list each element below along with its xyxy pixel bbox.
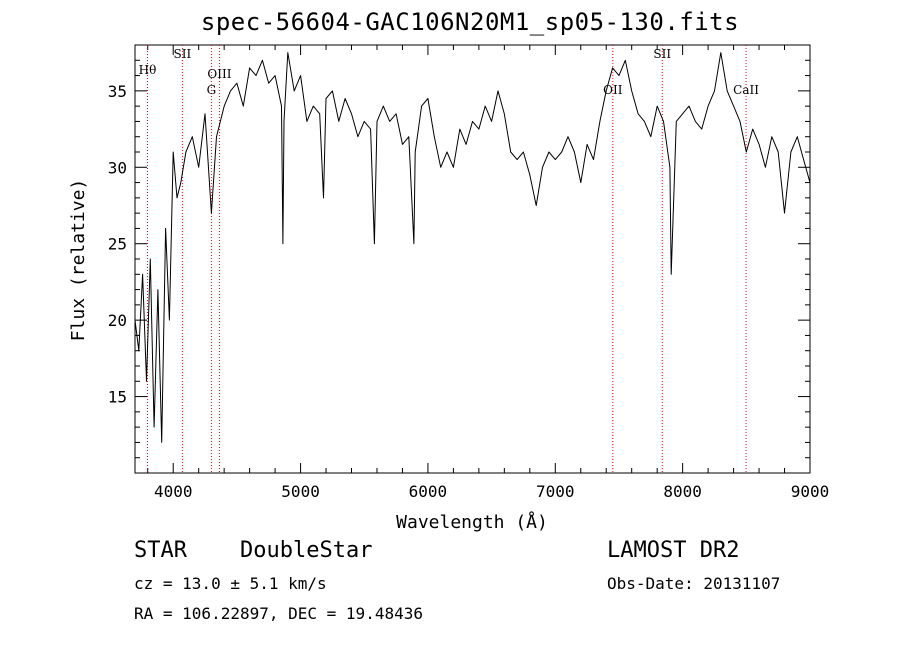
y-tick-label: 25 [108,235,127,254]
x-tick-label: 4000 [154,482,193,501]
obs-date-text: Obs-Date: 20131107 [607,574,781,593]
chart-title: spec-56604-GAC106N20M1_sp05-130.fits [200,8,740,36]
radec-text: RA = 106.22897, DEC = 19.48436 [134,604,423,623]
y-tick-label: 15 [108,388,127,407]
spectral-line-label: SII [653,47,671,61]
object-class: STAR [134,538,187,563]
spectral-line-label: Hθ [139,63,157,77]
axis-ticks: 4000 5000 6000 7000 8000 9000 15 20 25 30 35 [108,44,830,501]
x-axis-label: Wavelength (Å) [396,511,548,533]
object-subclass: DoubleStar [240,538,373,563]
x-tick-label: 7000 [536,482,575,501]
x-tick-label: 9000 [791,482,830,501]
spectral-line-label: SII [174,47,192,61]
spectral-line-label: OIII [207,67,231,81]
x-tick-label: 5000 [281,482,320,501]
spectral-line-markers: Hθ SII G OIII OII SII CaII [139,45,759,473]
redshift-text: cz = 13.0 ± 5.1 km/s [134,574,327,593]
spectrum-line [134,52,811,443]
y-tick-label: 35 [108,82,127,101]
spectrum-series [134,52,811,443]
y-tick-label: 20 [108,311,127,330]
x-tick-label: 6000 [409,482,448,501]
plot-frame [134,44,811,474]
survey-name: LAMOST DR2 [607,538,740,563]
spectral-line-label: G [207,83,217,97]
y-axis-label: Flux (relative) [68,179,89,342]
x-tick-label: 8000 [663,482,702,501]
spectral-line-label: CaII [733,83,759,97]
spectral-line-label: OII [603,83,623,97]
y-tick-label: 30 [108,158,127,177]
